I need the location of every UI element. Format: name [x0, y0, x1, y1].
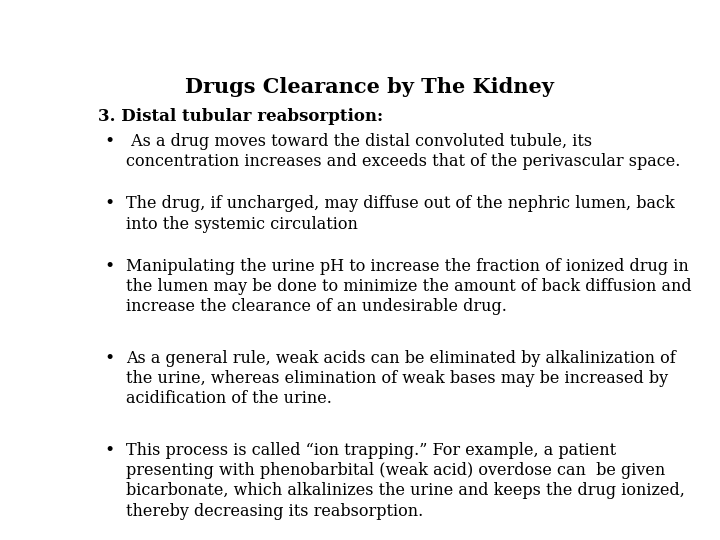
Text: Manipulating the urine pH to increase the fraction of ionized drug in
the lumen : Manipulating the urine pH to increase th…: [126, 258, 692, 315]
Text: •: •: [104, 133, 114, 150]
Text: As a drug moves toward the distal convoluted tubule, its
concentration increases: As a drug moves toward the distal convol…: [126, 133, 680, 170]
Text: As a general rule, weak acids can be eliminated by alkalinization of
the urine, : As a general rule, weak acids can be eli…: [126, 350, 676, 407]
Text: •: •: [104, 258, 114, 275]
Text: 3. Distal tubular reabsorption:: 3. Distal tubular reabsorption:: [99, 109, 384, 125]
Text: This process is called “ion trapping.” For example, a patient
presenting with ph: This process is called “ion trapping.” F…: [126, 442, 685, 519]
Text: Drugs Clearance by The Kidney: Drugs Clearance by The Kidney: [184, 77, 554, 97]
Text: •: •: [104, 195, 114, 212]
Text: •: •: [104, 350, 114, 367]
Text: •: •: [104, 442, 114, 459]
Text: The drug, if uncharged, may diffuse out of the nephric lumen, back
into the syst: The drug, if uncharged, may diffuse out …: [126, 195, 675, 233]
